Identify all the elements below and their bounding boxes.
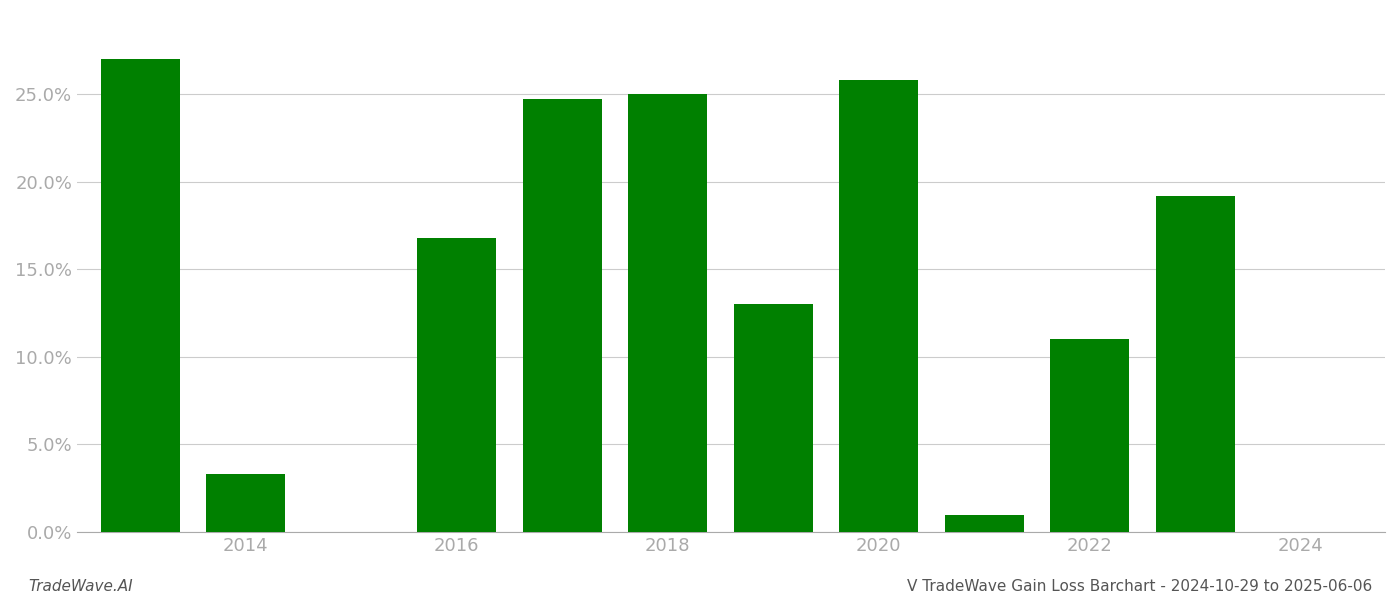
Bar — [417, 238, 496, 532]
Bar — [839, 80, 918, 532]
Bar — [1050, 340, 1130, 532]
Text: TradeWave.AI: TradeWave.AI — [28, 579, 133, 594]
Bar — [522, 99, 602, 532]
Bar — [101, 59, 179, 532]
Bar — [206, 474, 286, 532]
Bar — [945, 515, 1023, 532]
Bar — [1155, 196, 1235, 532]
Bar — [734, 304, 813, 532]
Bar — [629, 94, 707, 532]
Text: V TradeWave Gain Loss Barchart - 2024-10-29 to 2025-06-06: V TradeWave Gain Loss Barchart - 2024-10… — [907, 579, 1372, 594]
